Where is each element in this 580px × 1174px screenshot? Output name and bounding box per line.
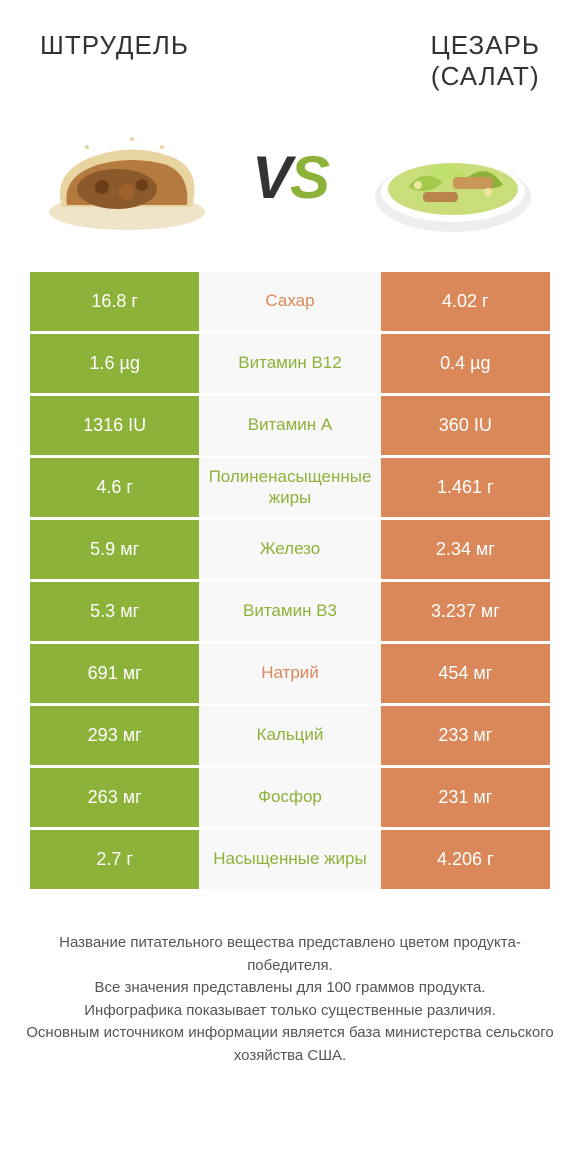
right-value: 3.237 мг [381, 582, 550, 644]
table-row: 1.6 µgВитамин B120.4 µg [30, 334, 550, 396]
table-row: 4.6 гПолиненасыщенные жиры1.461 г [30, 458, 550, 520]
vs-row: VS [0, 102, 580, 272]
nutrient-label: Полиненасыщенные жиры [199, 458, 380, 520]
right-value: 0.4 µg [381, 334, 550, 396]
left-value: 4.6 г [30, 458, 199, 520]
left-value: 16.8 г [30, 272, 199, 334]
vs-v: V [252, 144, 290, 211]
right-value: 2.34 мг [381, 520, 550, 582]
caesar-image [363, 112, 543, 242]
left-value: 1316 IU [30, 396, 199, 458]
nutrient-label: Натрий [199, 644, 380, 706]
nutrient-label: Кальций [199, 706, 380, 768]
header: ШТРУДЕЛЬ ЦЕЗАРЬ (САЛАТ) [0, 0, 580, 102]
footer-line-2: Все значения представлены для 100 граммо… [20, 977, 560, 1000]
left-value: 293 мг [30, 706, 199, 768]
strudel-image [37, 112, 217, 242]
right-value: 231 мг [381, 768, 550, 830]
table-row: 16.8 гСахар4.02 г [30, 272, 550, 334]
left-value: 1.6 µg [30, 334, 199, 396]
nutrient-label: Фосфор [199, 768, 380, 830]
left-food-title: ШТРУДЕЛЬ [40, 30, 189, 92]
right-value: 233 мг [381, 706, 550, 768]
right-title-main: ЦЕЗАРЬ [431, 30, 540, 60]
table-row: 5.3 мгВитамин B33.237 мг [30, 582, 550, 644]
nutrient-label: Витамин B3 [199, 582, 380, 644]
left-value: 2.7 г [30, 830, 199, 892]
nutrient-label: Насыщенные жиры [199, 830, 380, 892]
right-value: 360 IU [381, 396, 550, 458]
right-title-sub: (САЛАТ) [431, 61, 540, 92]
left-value: 263 мг [30, 768, 199, 830]
vs-s: S [290, 144, 328, 211]
right-value: 4.02 г [381, 272, 550, 334]
nutrition-table: 16.8 гСахар4.02 г1.6 µgВитамин B120.4 µg… [30, 272, 550, 892]
nutrient-label: Витамин A [199, 396, 380, 458]
footer-line-1: Название питательного вещества представл… [20, 932, 560, 977]
nutrient-label: Железо [199, 520, 380, 582]
left-value: 5.3 мг [30, 582, 199, 644]
nutrient-label: Сахар [199, 272, 380, 334]
right-value: 1.461 г [381, 458, 550, 520]
right-value: 454 мг [381, 644, 550, 706]
table-row: 1316 IUВитамин A360 IU [30, 396, 550, 458]
table-row: 691 мгНатрий454 мг [30, 644, 550, 706]
nutrient-label: Витамин B12 [199, 334, 380, 396]
left-value: 5.9 мг [30, 520, 199, 582]
table-row: 5.9 мгЖелезо2.34 мг [30, 520, 550, 582]
footer-line-4: Основным источником информации является … [20, 1022, 560, 1067]
table-row: 263 мгФосфор231 мг [30, 768, 550, 830]
table-row: 2.7 гНасыщенные жиры4.206 г [30, 830, 550, 892]
footer-line-3: Инфографика показывает только существенн… [20, 1000, 560, 1023]
left-value: 691 мг [30, 644, 199, 706]
footer-notes: Название питательного вещества представл… [20, 932, 560, 1067]
vs-label: VS [252, 143, 328, 212]
right-value: 4.206 г [381, 830, 550, 892]
right-food-title: ЦЕЗАРЬ (САЛАТ) [431, 30, 540, 92]
table-row: 293 мгКальций233 мг [30, 706, 550, 768]
